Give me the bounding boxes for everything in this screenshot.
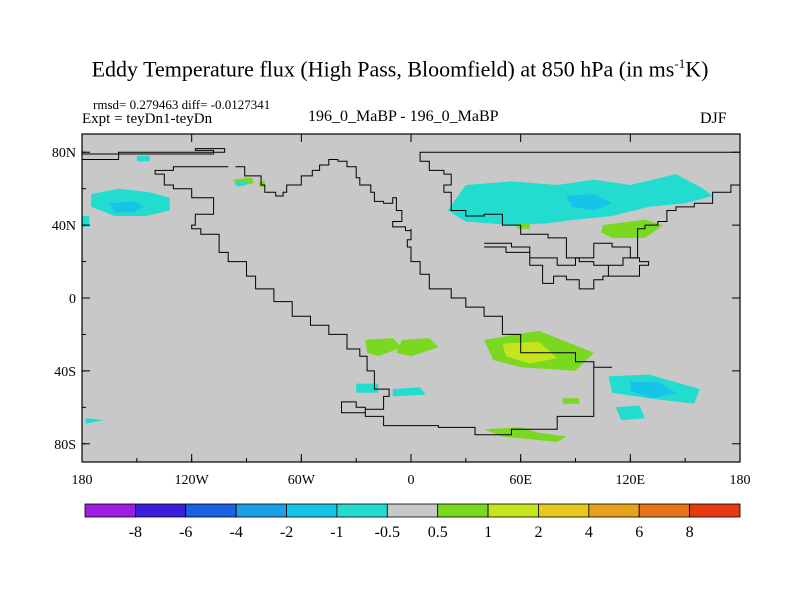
colorbar-swatch — [84, 503, 136, 518]
colorbar-swatch — [538, 503, 590, 518]
y-tick-label: 0 — [69, 292, 76, 307]
anomaly-region-south-pacific-core — [630, 381, 676, 399]
title-main: Eddy Temperature flux (High Pass, Bloomf… — [91, 56, 675, 82]
anomaly-region-dateline-40n-patch — [82, 216, 90, 227]
colorbar-label: -8 — [129, 524, 142, 541]
x-tick-label: 180 — [730, 473, 751, 488]
x-tick-label: 120W — [175, 473, 210, 488]
title-end: K) — [685, 56, 709, 82]
colorbar-label: 0.5 — [428, 524, 448, 541]
anomaly-region-south-pacific-far-blue — [85, 418, 104, 424]
colorbar-swatch — [185, 503, 237, 518]
colorbar-label: 1 — [484, 524, 492, 541]
anomaly-region-asia-core — [566, 194, 613, 211]
anomaly-region-arctic-blue-patch — [136, 155, 150, 162]
anomaly-region-mideast-green — [517, 223, 530, 229]
colorbar-swatch — [235, 503, 287, 518]
colorbar-swatch — [286, 503, 338, 518]
anomaly-region-south-atlantic-green — [396, 338, 439, 357]
colorbar-label: 2 — [534, 524, 542, 541]
colorbar-label: -2 — [280, 524, 293, 541]
colorbar-swatch — [437, 503, 489, 518]
anomaly-region-south-atlantic-blue — [356, 383, 379, 393]
x-tick-label: 60E — [509, 473, 532, 488]
anomaly-region-south-ocean-blue — [615, 405, 645, 421]
season-label: DJF — [700, 110, 727, 127]
x-tick-label: 120E — [616, 473, 646, 488]
coastline-americas-outline — [82, 148, 226, 160]
map-plot-area — [82, 134, 740, 462]
anomaly-region-hudson-green — [259, 181, 265, 187]
colorbar: -8 -6 -4 -2 -1 -0.5 0.5 1 2 4 6 8 — [84, 503, 741, 541]
case-label: 196_0_MaBP - 196_0_MaBP — [308, 108, 499, 125]
colorbar-label: -1 — [330, 524, 343, 541]
colorbar-swatch — [487, 503, 539, 518]
colorbar-swatch — [638, 503, 691, 518]
colorbar-label: -0.5 — [375, 524, 400, 541]
experiment-label: Expt = teyDn1-teyDn — [82, 111, 213, 127]
title-superscript: -1 — [674, 56, 686, 71]
colorbar-swatch — [588, 503, 640, 518]
y-tick-label: 80S — [54, 438, 76, 453]
y-tick-label: 80N — [52, 146, 76, 161]
colorbar-swatch — [689, 503, 741, 518]
colorbar-label: -4 — [229, 524, 242, 541]
colorbar-swatch — [134, 503, 187, 518]
x-tick-label: 180 — [72, 473, 93, 488]
colorbar-label: -6 — [179, 524, 192, 541]
colorbar-label: 4 — [585, 524, 593, 541]
colorbar-label: 8 — [686, 524, 694, 541]
colorbar-swatch — [336, 503, 388, 518]
y-tick-label: 40S — [54, 365, 76, 380]
anomaly-region-southern-green — [484, 427, 567, 442]
coastline-eurasia-coast — [419, 151, 740, 277]
anomaly-region-labrador-blue — [235, 181, 249, 187]
map-title: Eddy Temperature flux (High Pass, Bloomf… — [0, 56, 800, 82]
colorbar-label: 6 — [635, 524, 643, 541]
x-tick-label: 0 — [408, 473, 415, 488]
x-tick-label: 60W — [288, 473, 316, 488]
stats-text: rmsd= 0.279463 diff= -0.0127341 — [93, 97, 271, 112]
anomaly-region-south-atlantic-blue-2 — [392, 387, 426, 397]
map-axes: 180 120W 60W 0 60E 120E 180 80N 40N 0 40S 80S — [52, 133, 751, 488]
coastline-asia-inner — [484, 242, 650, 290]
y-tick-label: 40N — [52, 219, 76, 234]
coastline-north-america-coast — [154, 159, 613, 436]
anomaly-region-north-pacific-core — [109, 201, 145, 213]
anomaly-region-south-america-green — [365, 338, 402, 357]
anomaly-region-south-indian-green-small — [562, 398, 580, 404]
colorbar-swatch — [386, 503, 439, 518]
anomaly-region-asia-green — [601, 219, 664, 238]
